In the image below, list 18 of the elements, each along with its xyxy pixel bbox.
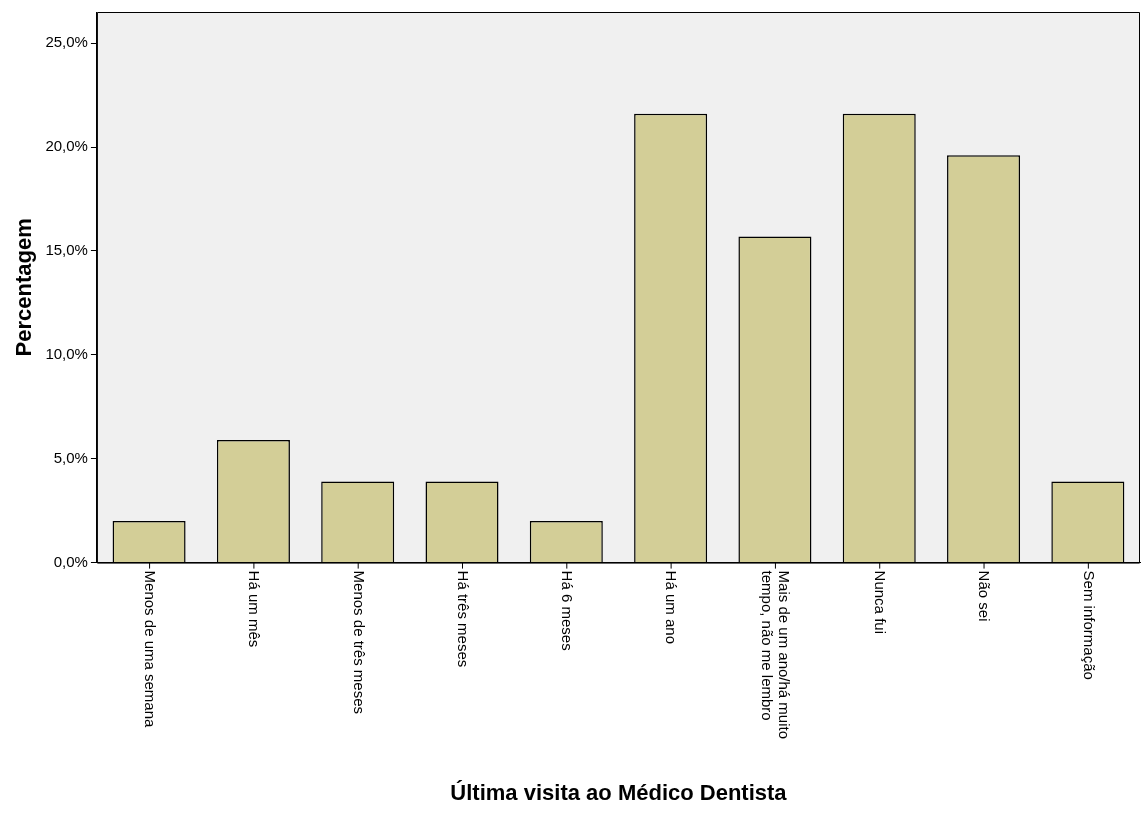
y-tick-label: 25,0% xyxy=(45,33,88,51)
x-tick-label: Há 6 meses xyxy=(559,570,577,651)
y-tick-label: 0,0% xyxy=(53,552,88,570)
x-tick-label: Mais de um ano/há muito tempo, não me lembro xyxy=(759,570,794,740)
x-tick-label: Há um ano xyxy=(663,570,681,644)
y-tick-label: 15,0% xyxy=(45,241,88,259)
x-axis-title: Última visita ao Médico Dentista xyxy=(450,779,788,805)
y-axis-title: Percentagem xyxy=(11,218,37,357)
x-tick-label: Sem informação xyxy=(1080,570,1098,680)
x-tick-label: Menos de uma semana xyxy=(141,570,159,729)
y-tick-label: 5,0% xyxy=(53,448,88,466)
x-tick-label: Menos de três meses xyxy=(350,570,368,715)
y-tick-label: 10,0% xyxy=(45,344,88,362)
y-tick-label: 20,0% xyxy=(45,137,88,155)
x-tick-label: Nunca fui xyxy=(872,570,890,634)
x-tick-label: Não sei xyxy=(976,570,994,622)
x-tick-label: Há três meses xyxy=(454,570,472,668)
x-tick-label: Há um mês xyxy=(246,570,264,648)
